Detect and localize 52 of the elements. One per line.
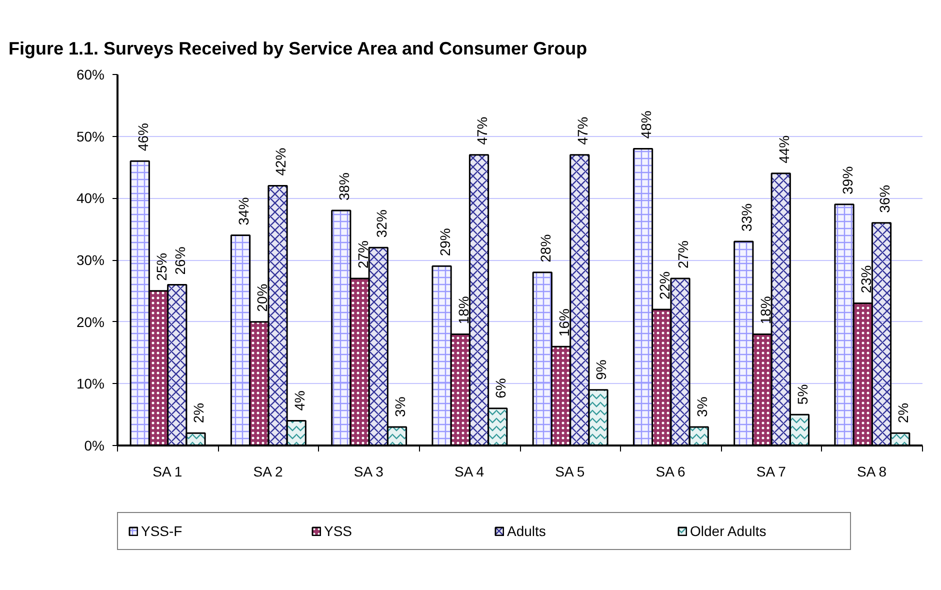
y-tick-label: 30% <box>76 252 105 268</box>
data-label: 6% <box>492 378 509 398</box>
data-label: 33% <box>738 203 755 232</box>
x-tick-label: SA 6 <box>656 464 686 480</box>
y-tick-label: 40% <box>76 190 105 206</box>
data-label: 36% <box>876 184 892 213</box>
y-tick-label: 0% <box>84 438 104 454</box>
data-label: 25% <box>154 252 170 281</box>
data-label: 5% <box>794 384 810 405</box>
data-label: 2% <box>190 402 207 424</box>
legend-label: Older Adults <box>690 523 768 539</box>
data-label: 26% <box>172 246 188 275</box>
data-label: 42% <box>272 148 289 176</box>
data-label: 3% <box>694 396 710 417</box>
legend-label: YSS-F <box>141 523 184 539</box>
data-label: 27% <box>675 240 692 269</box>
x-tick-label: SA 2 <box>253 464 284 480</box>
data-label: 27% <box>354 240 371 269</box>
y-tick-label: 20% <box>76 314 105 330</box>
data-label: 39% <box>839 166 856 194</box>
data-label: 47% <box>474 116 490 145</box>
data-label: 32% <box>373 210 390 238</box>
data-label: 4% <box>291 390 308 411</box>
data-label: 16% <box>556 308 572 337</box>
data-label: 28% <box>537 234 554 262</box>
data-label: 34% <box>236 197 252 226</box>
y-tick-label: 10% <box>76 376 105 392</box>
data-label: 46% <box>134 123 151 152</box>
data-label: 3% <box>392 396 408 417</box>
legend-label: YSS <box>324 523 354 539</box>
data-label: 48% <box>638 110 654 139</box>
x-tick-label: SA 3 <box>354 464 384 480</box>
data-label: 29% <box>436 228 453 256</box>
y-tick-label: 50% <box>76 128 105 144</box>
data-label: 9% <box>593 360 610 380</box>
data-label: 47% <box>574 116 591 145</box>
x-tick-label: SA 5 <box>555 464 585 480</box>
data-label: 18% <box>455 296 472 324</box>
data-label: 2% <box>895 402 912 424</box>
x-tick-label: SA 1 <box>152 464 182 480</box>
chart-title: Figure 1.1. Surveys Received by Service Area and Consumer Group <box>8 38 588 58</box>
x-tick-label: SA 4 <box>454 464 484 480</box>
y-tick-label: 60% <box>76 66 105 82</box>
data-label: 18% <box>757 296 774 324</box>
x-tick-label: SA 8 <box>857 464 887 480</box>
data-label: 44% <box>776 135 792 164</box>
data-label: 23% <box>858 265 874 294</box>
data-label: 20% <box>254 284 270 312</box>
x-tick-label: SA 7 <box>756 464 786 480</box>
data-label: 22% <box>656 271 673 300</box>
data-label: 38% <box>336 172 352 201</box>
legend-label: Adults <box>507 523 547 539</box>
